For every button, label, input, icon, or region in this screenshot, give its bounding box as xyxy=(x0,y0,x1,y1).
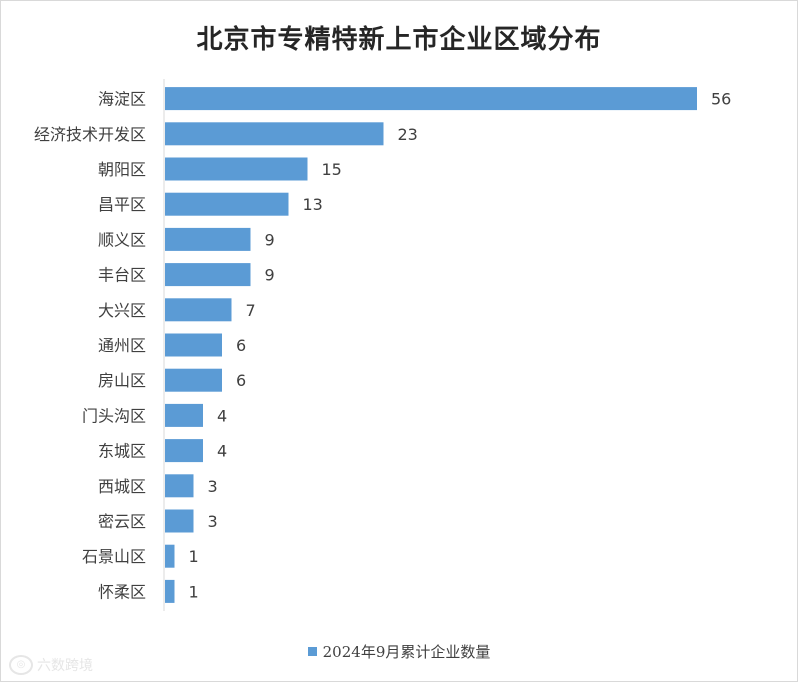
category-label: 门头沟区 xyxy=(82,406,146,425)
category-label: 怀柔区 xyxy=(98,582,146,601)
data-label: 13 xyxy=(303,195,323,214)
category-label: 朝阳区 xyxy=(98,160,146,179)
category-label: 经济技术开发区 xyxy=(34,125,146,144)
bar xyxy=(165,192,289,216)
bar xyxy=(165,122,384,146)
category-label: 通州区 xyxy=(98,336,146,355)
data-label: 9 xyxy=(265,266,275,285)
data-label: 3 xyxy=(208,512,218,531)
bar xyxy=(165,474,194,498)
data-label: 4 xyxy=(217,442,227,461)
chart-legend: 2024年9月累计企业数量 xyxy=(1,641,797,662)
watermark-text: 六数跨境 xyxy=(37,658,93,674)
bar xyxy=(165,333,222,357)
chart-title: 北京市专精特新上市企业区域分布 xyxy=(196,25,602,55)
category-label: 东城区 xyxy=(98,442,146,461)
watermark: ◎ 六数跨境 xyxy=(9,655,93,675)
data-label: 15 xyxy=(322,160,342,179)
category-label: 顺义区 xyxy=(98,230,146,249)
bar xyxy=(165,579,175,603)
data-label: 56 xyxy=(711,90,731,109)
data-label: 6 xyxy=(236,371,246,390)
bar xyxy=(165,544,175,568)
category-label: 昌平区 xyxy=(98,195,146,214)
category-label: 大兴区 xyxy=(98,301,146,320)
data-label: 1 xyxy=(189,582,199,601)
data-label: 7 xyxy=(246,301,256,320)
data-label: 1 xyxy=(189,547,199,566)
category-label: 石景山区 xyxy=(82,547,146,566)
bar xyxy=(165,509,194,533)
bar xyxy=(165,403,203,427)
category-label: 海淀区 xyxy=(98,90,146,109)
data-label: 4 xyxy=(217,406,227,425)
bar xyxy=(165,87,697,111)
data-label: 9 xyxy=(265,230,275,249)
watermark-logo-icon: ◎ xyxy=(9,655,33,675)
bar xyxy=(165,263,251,287)
data-label: 23 xyxy=(398,125,418,144)
bar xyxy=(165,157,308,181)
bar xyxy=(165,439,203,463)
bar xyxy=(165,368,222,392)
category-label: 西城区 xyxy=(98,477,146,496)
data-label: 3 xyxy=(208,477,218,496)
legend-label: 2024年9月累计企业数量 xyxy=(322,643,491,661)
category-label: 房山区 xyxy=(98,371,146,390)
bar xyxy=(165,227,251,251)
bar xyxy=(165,298,232,322)
legend-swatch xyxy=(307,647,317,656)
category-label: 密云区 xyxy=(98,512,146,531)
data-label: 6 xyxy=(236,336,246,355)
category-label: 丰台区 xyxy=(98,266,146,285)
